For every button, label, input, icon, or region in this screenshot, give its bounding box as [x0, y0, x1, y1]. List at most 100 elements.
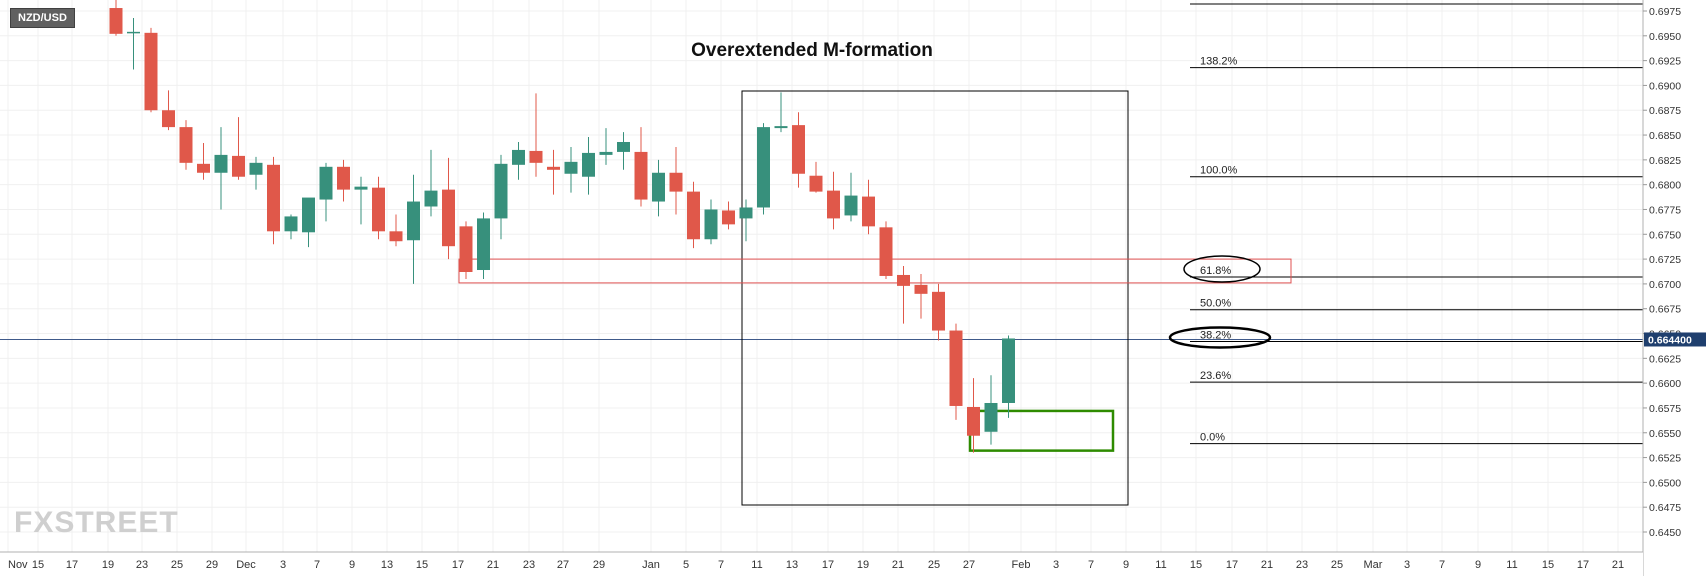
candle-body: [337, 166, 350, 190]
price-tick-label: 0.6825: [1649, 155, 1681, 167]
grid: [0, 0, 1643, 552]
candle-body: [564, 161, 578, 174]
time-tick-label: Feb: [1012, 559, 1031, 571]
time-tick-label: Mar: [1364, 559, 1383, 571]
time-tick-label: 29: [206, 559, 218, 571]
time-tick-label: 11: [1155, 559, 1166, 571]
candle-body: [547, 166, 560, 170]
candle-body: [914, 284, 928, 294]
candle-body: [144, 32, 158, 111]
candle-body: [582, 152, 595, 177]
time-tick-label: 17: [1577, 559, 1589, 571]
time-tick-label: 13: [381, 559, 393, 571]
candle-body: [792, 125, 805, 174]
candle-body: [127, 31, 140, 34]
candle-body: [774, 126, 788, 129]
symbol-tag[interactable]: NZD/USD: [10, 8, 75, 28]
candle-body: [407, 201, 420, 241]
time-tick-label: 11: [751, 559, 762, 571]
candle-body: [757, 127, 770, 208]
time-tick-label: 9: [349, 559, 355, 571]
time-tick-label: Dec: [236, 559, 256, 571]
candle-body: [249, 162, 263, 175]
candle-body: [739, 207, 753, 219]
candle-body: [197, 163, 210, 173]
price-tick-label: 0.6600: [1649, 378, 1681, 390]
candle-body: [809, 175, 823, 192]
candle-body: [862, 196, 875, 227]
time-tick-label: 11: [1506, 559, 1517, 571]
price-tick-label: 0.6925: [1649, 56, 1681, 68]
candle-body: [967, 406, 980, 436]
fib-label: 50.0%: [1200, 298, 1231, 310]
candle-body: [442, 189, 455, 247]
candle-body: [1002, 338, 1015, 403]
time-tick-label: 15: [416, 559, 428, 571]
candle-body: [652, 172, 665, 202]
current-price-label: 0.664400: [1648, 334, 1692, 346]
time-tick-label: 23: [136, 559, 148, 571]
fib-618-highlight: [1183, 255, 1261, 283]
time-tick-label: 17: [66, 559, 78, 571]
candle-body: [704, 209, 718, 240]
time-tick-label: 3: [280, 559, 286, 571]
candle-body: [354, 186, 368, 190]
time-tick-label: 21: [1612, 559, 1624, 571]
candle-body: [372, 187, 385, 232]
candle-body: [722, 210, 735, 225]
candle-body: [214, 154, 228, 173]
price-tick-label: 0.6750: [1649, 229, 1681, 241]
fib-label: 138.2%: [1200, 56, 1238, 68]
candle-body: [302, 197, 315, 233]
candle-body: [669, 172, 683, 192]
annotation-title: Overextended M-formation: [691, 40, 933, 61]
price-tick-label: 0.6450: [1649, 527, 1681, 539]
time-tick-label: 17: [822, 559, 834, 571]
time-axis-panel: [0, 552, 1643, 576]
candle-body: [389, 231, 403, 242]
time-tick-label: 15: [1542, 559, 1554, 571]
time-tick-label: 25: [171, 559, 183, 571]
time-tick-label: 27: [557, 559, 569, 571]
price-tick-label: 0.6800: [1649, 180, 1681, 192]
candle-body: [109, 8, 123, 34]
time-tick-label: 25: [1331, 559, 1343, 571]
time-tick-label: 19: [857, 559, 869, 571]
fibonacci-levels: 138.2% 100.0% 61.8% 50.0% 38.2% 23.6% 0.0%: [1190, 3, 1643, 445]
fib-label: 61.8%: [1200, 265, 1231, 277]
candle-body: [319, 166, 333, 200]
candle-body: [232, 155, 245, 177]
time-axis[interactable]: Nov 15 17 19 23 25 29 Dec 3 7 9 13 15 17 21 23 27 29 Jan 5 7…: [0, 551, 1643, 576]
time-tick-label: 3: [1053, 559, 1059, 571]
candle-body: [932, 291, 945, 331]
time-tick-label: 19: [102, 559, 114, 571]
price-tick-label: 0.6725: [1649, 254, 1681, 266]
time-tick-label: 25: [928, 559, 940, 571]
candlesticks: [109, 0, 1015, 453]
candle-body: [459, 226, 473, 272]
fib-label: 23.6%: [1200, 370, 1231, 382]
time-tick-label: 15: [32, 559, 44, 571]
price-axis-panel: [1643, 0, 1707, 576]
candle-body: [844, 195, 858, 216]
time-tick-label: 9: [1475, 559, 1481, 571]
time-tick-label: 21: [892, 559, 904, 571]
time-tick-label: 23: [523, 559, 535, 571]
time-tick-label: 29: [593, 559, 605, 571]
time-tick-label: 7: [1439, 559, 1445, 571]
price-tick-label: 0.6550: [1649, 428, 1681, 440]
time-tick-label: 5: [683, 559, 689, 571]
price-tick-label: 0.6875: [1649, 105, 1681, 117]
candle-body: [897, 274, 910, 286]
price-axis[interactable]: 0.6975 0.6950 0.6925 0.6900 0.6875 0.6850 0.68…: [1642, 0, 1707, 576]
time-tick-label: 7: [1088, 559, 1094, 571]
candle-body: [494, 163, 508, 219]
candle-body: [512, 149, 525, 165]
m-formation-box: [741, 90, 1129, 506]
candle-body: [687, 191, 700, 240]
watermark-logo: FXSTREET: [14, 506, 179, 539]
time-tick-label: 21: [487, 559, 499, 571]
price-tick-label: 0.6500: [1649, 477, 1681, 489]
price-tick-label: 0.6625: [1649, 353, 1681, 365]
